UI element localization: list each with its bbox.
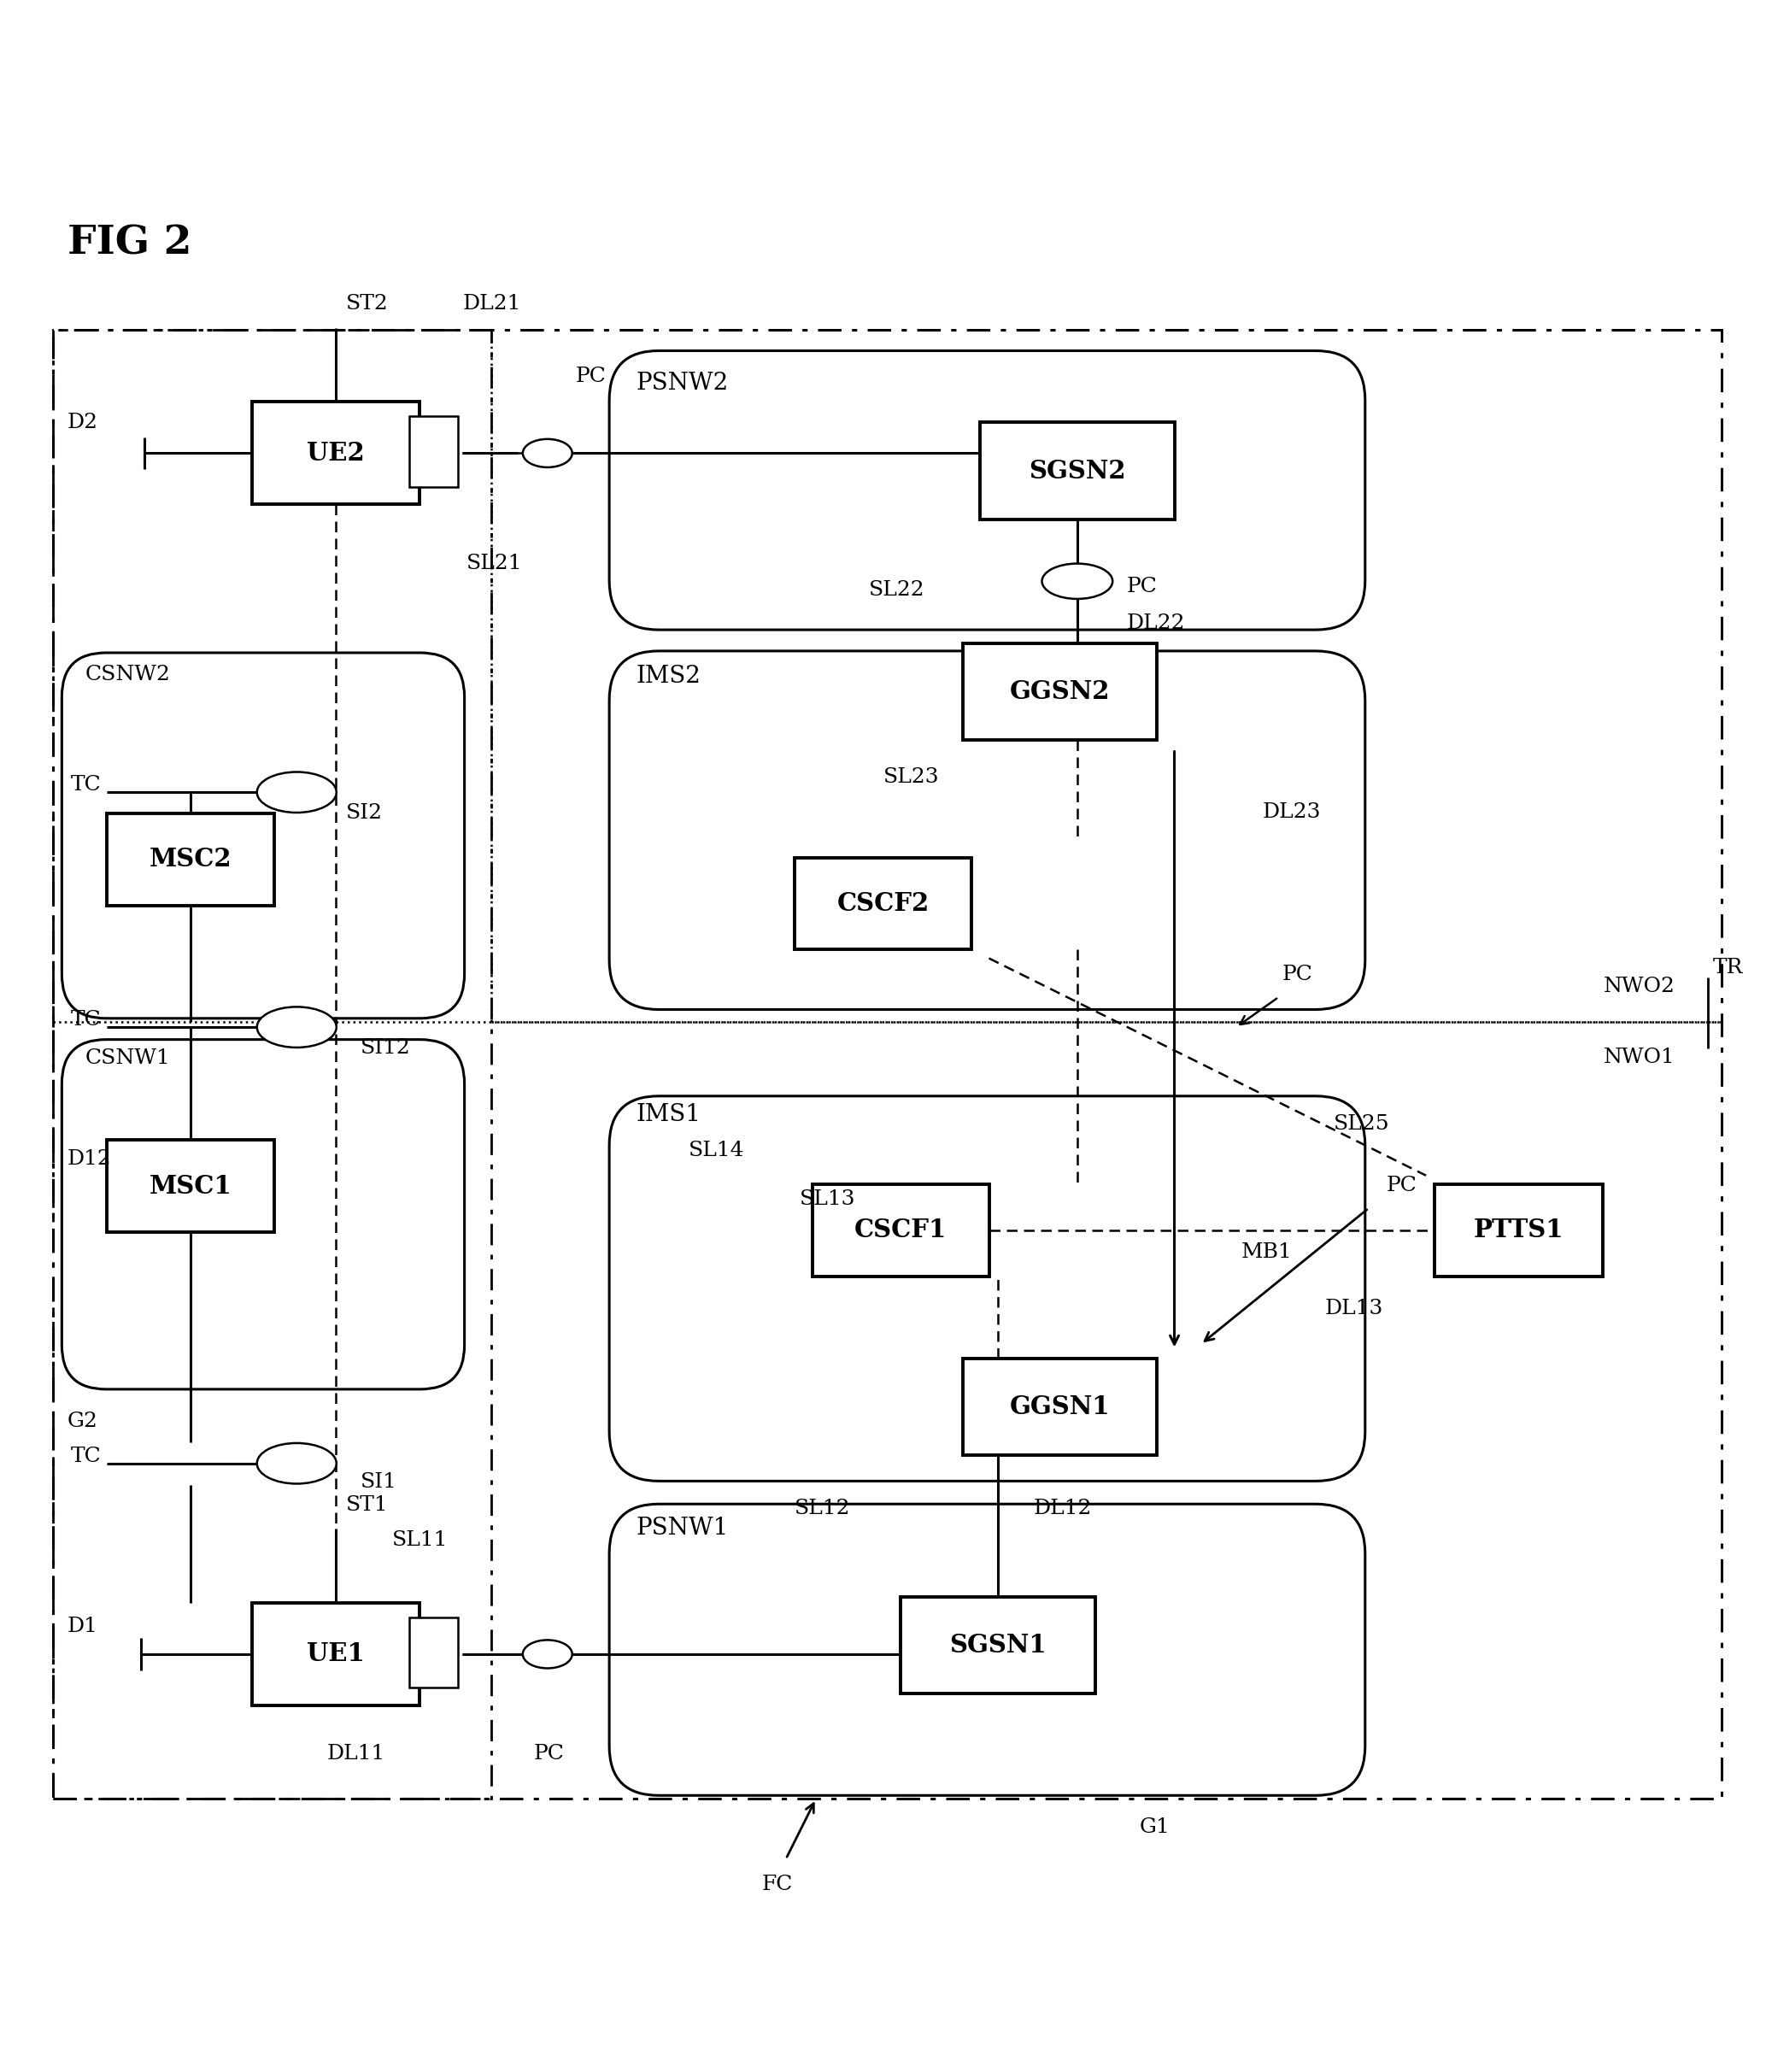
Text: D12: D12 xyxy=(67,1148,111,1169)
Text: UE2: UE2 xyxy=(307,441,364,466)
Bar xyxy=(408,1616,459,1689)
Text: TR: TR xyxy=(1713,957,1743,978)
Text: SI12: SI12 xyxy=(360,1038,410,1057)
Text: DL11: DL11 xyxy=(327,1745,385,1763)
Text: SGSN1: SGSN1 xyxy=(950,1633,1045,1658)
Text: SL21: SL21 xyxy=(466,553,523,574)
Text: CSNW2: CSNW2 xyxy=(85,665,170,684)
Bar xyxy=(1434,1185,1604,1276)
Text: PC: PC xyxy=(1282,963,1312,984)
Bar xyxy=(408,416,459,487)
Bar xyxy=(980,423,1174,520)
Text: ST1: ST1 xyxy=(346,1496,389,1515)
Text: SL11: SL11 xyxy=(392,1531,449,1550)
Text: MB1: MB1 xyxy=(1241,1243,1293,1262)
Bar xyxy=(795,858,971,949)
Text: SL25: SL25 xyxy=(1333,1115,1390,1133)
Text: SL14: SL14 xyxy=(689,1142,745,1160)
Bar xyxy=(962,642,1157,740)
Text: UE1: UE1 xyxy=(307,1641,364,1666)
Text: G1: G1 xyxy=(1139,1817,1169,1838)
Text: SL12: SL12 xyxy=(795,1498,851,1519)
Text: PSNW1: PSNW1 xyxy=(636,1517,728,1539)
Ellipse shape xyxy=(1042,564,1113,599)
Text: PC: PC xyxy=(533,1745,563,1763)
Text: DL12: DL12 xyxy=(1033,1498,1091,1519)
Text: CSCF2: CSCF2 xyxy=(837,891,929,916)
Text: NWO2: NWO2 xyxy=(1604,976,1676,997)
Text: IMS2: IMS2 xyxy=(636,665,701,688)
Text: D2: D2 xyxy=(67,412,97,431)
Text: PTTS1: PTTS1 xyxy=(1473,1218,1565,1243)
Text: FC: FC xyxy=(761,1875,793,1894)
Text: D1: D1 xyxy=(67,1616,97,1637)
FancyBboxPatch shape xyxy=(62,653,464,1017)
Text: PC: PC xyxy=(1127,576,1157,597)
Text: SL22: SL22 xyxy=(869,580,925,601)
Text: TC: TC xyxy=(71,1011,101,1030)
Text: FIG 2: FIG 2 xyxy=(67,224,191,263)
FancyBboxPatch shape xyxy=(609,350,1365,630)
Bar xyxy=(106,1140,275,1233)
Bar xyxy=(53,329,491,1798)
Text: NWO1: NWO1 xyxy=(1604,1046,1676,1067)
Text: MSC2: MSC2 xyxy=(150,847,231,872)
Ellipse shape xyxy=(258,1442,336,1484)
Text: ST2: ST2 xyxy=(346,294,389,313)
Text: DL21: DL21 xyxy=(463,294,521,313)
Bar xyxy=(901,1598,1095,1695)
Text: DL13: DL13 xyxy=(1324,1299,1383,1318)
Bar xyxy=(53,329,1722,1798)
FancyBboxPatch shape xyxy=(609,1504,1365,1796)
Text: TC: TC xyxy=(71,775,101,796)
Text: PSNW2: PSNW2 xyxy=(636,373,728,396)
Ellipse shape xyxy=(258,773,336,812)
Text: IMS1: IMS1 xyxy=(636,1102,701,1127)
Text: G2: G2 xyxy=(67,1411,97,1432)
Ellipse shape xyxy=(258,1007,336,1048)
Text: DL23: DL23 xyxy=(1263,802,1321,823)
Text: GGSN2: GGSN2 xyxy=(1010,680,1109,704)
Text: PC: PC xyxy=(1386,1175,1416,1196)
Text: TC: TC xyxy=(71,1446,101,1467)
Text: SL13: SL13 xyxy=(800,1189,857,1210)
Bar xyxy=(812,1185,989,1276)
Text: SGSN2: SGSN2 xyxy=(1030,458,1125,483)
Text: SL23: SL23 xyxy=(883,767,940,787)
Bar xyxy=(106,814,275,905)
Bar xyxy=(962,1359,1157,1455)
Ellipse shape xyxy=(523,1641,572,1668)
Text: DL22: DL22 xyxy=(1127,613,1185,634)
Text: SI2: SI2 xyxy=(346,802,383,823)
Bar xyxy=(251,402,420,503)
Text: GGSN1: GGSN1 xyxy=(1010,1394,1109,1419)
FancyBboxPatch shape xyxy=(62,1040,464,1388)
FancyBboxPatch shape xyxy=(609,1096,1365,1481)
Text: CSCF1: CSCF1 xyxy=(855,1218,947,1243)
FancyBboxPatch shape xyxy=(609,651,1365,1009)
Bar xyxy=(251,1604,420,1705)
Text: CSNW1: CSNW1 xyxy=(85,1048,170,1067)
Text: SI1: SI1 xyxy=(360,1473,397,1492)
Ellipse shape xyxy=(523,439,572,468)
Text: PC: PC xyxy=(576,367,606,385)
Text: MSC1: MSC1 xyxy=(150,1173,231,1198)
